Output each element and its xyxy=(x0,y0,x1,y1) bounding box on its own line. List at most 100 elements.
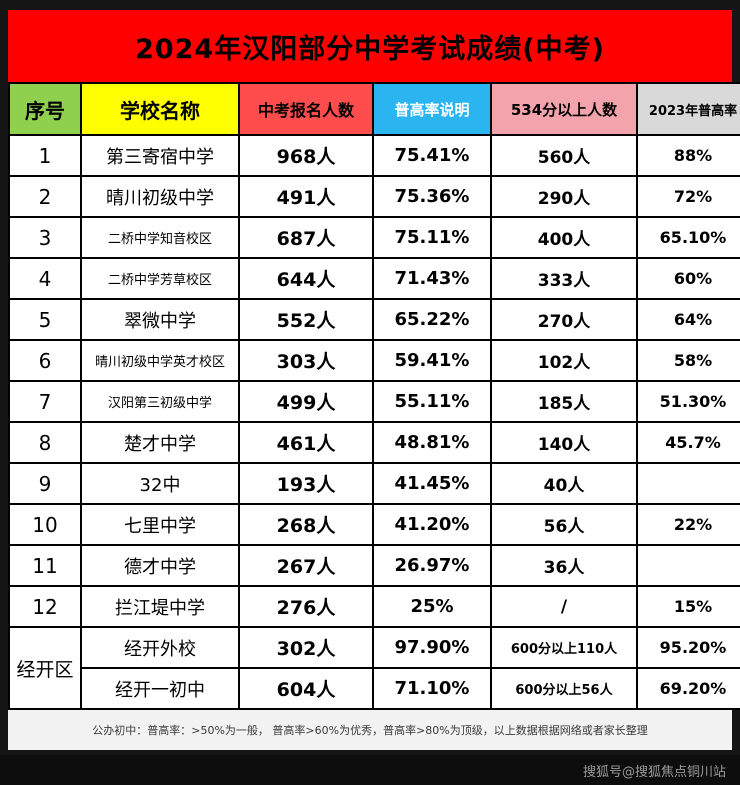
rate2023-cell: 60% xyxy=(636,257,740,300)
rate2023-cell: 15% xyxy=(636,585,740,628)
school-name-cell: 经开一初中 xyxy=(80,667,240,710)
school-name-cell: 楚才中学 xyxy=(80,421,240,464)
table-row: 7 汉阳第三初级中学 499人 55.11% 185人 51.30% xyxy=(8,380,740,423)
table-row: 11 德才中学 267人 26.97% 36人 xyxy=(8,544,740,587)
above534-cell: 600分以上56人 xyxy=(490,667,638,710)
table-row: 5 翠微中学 552人 65.22% 270人 64% xyxy=(8,298,740,341)
applicants-cell: 303人 xyxy=(238,339,374,382)
row-number-cell: 3 xyxy=(8,216,82,259)
table-row: 2 晴川初级中学 491人 75.36% 290人 72% xyxy=(8,175,740,218)
applicants-cell: 193人 xyxy=(238,462,374,505)
above534-cell: / xyxy=(490,585,638,628)
row-number-cell: 4 xyxy=(8,257,82,300)
applicants-cell: 499人 xyxy=(238,380,374,423)
rate-cell: 75.11% xyxy=(372,216,492,259)
rate2023-cell: 65.10% xyxy=(636,216,740,259)
table-row: 9 32中 193人 41.45% 40人 xyxy=(8,462,740,505)
group-label-cell: 经开区 xyxy=(8,626,82,710)
applicants-cell: 461人 xyxy=(238,421,374,464)
table-row: 12 拦江堤中学 276人 25% / 15% xyxy=(8,585,740,628)
rate-cell: 75.41% xyxy=(372,134,492,177)
table-row: 8 楚才中学 461人 48.81% 140人 45.7% xyxy=(8,421,740,464)
header-cell-rate: 普高率说明 xyxy=(372,82,492,136)
rate2023-cell: 69.20% xyxy=(636,667,740,710)
applicants-cell: 552人 xyxy=(238,298,374,341)
row-number-cell: 2 xyxy=(8,175,82,218)
applicants-cell: 644人 xyxy=(238,257,374,300)
rate2023-cell xyxy=(636,462,740,505)
bottom-bar: 搜狐号@搜狐焦点铜川站 xyxy=(0,755,740,785)
school-name-cell: 晴川初级中学英才校区 xyxy=(80,339,240,382)
above534-cell: 40人 xyxy=(490,462,638,505)
above534-cell: 560人 xyxy=(490,134,638,177)
school-name-cell: 32中 xyxy=(80,462,240,505)
table-row: 经开区 经开外校 302人 97.90% 600分以上110人 95.20% xyxy=(8,626,740,710)
row-number-cell: 12 xyxy=(8,585,82,628)
rate2023-cell: 88% xyxy=(636,134,740,177)
header-cell-no: 序号 xyxy=(8,82,82,136)
applicants-cell: 687人 xyxy=(238,216,374,259)
above534-cell: 36人 xyxy=(490,544,638,587)
table-row: 1 第三寄宿中学 968人 75.41% 560人 88% xyxy=(8,134,740,177)
title-banner: 2024年汉阳部分中学考试成绩(中考) xyxy=(8,10,732,82)
school-name-cell: 经开外校 xyxy=(80,626,240,669)
rate-cell: 75.36% xyxy=(372,175,492,218)
school-name-cell: 二桥中学知音校区 xyxy=(80,216,240,259)
table-row: 经开一初中 604人 71.10% 600分以上56人 69.20% xyxy=(9,667,740,710)
school-name-cell: 第三寄宿中学 xyxy=(80,134,240,177)
table-row: 10 七里中学 268人 41.20% 56人 22% xyxy=(8,503,740,546)
results-table: 序号 学校名称 中考报名人数 普高率说明 534分以上人数 2023年普高率 1… xyxy=(8,82,740,710)
header-cell-school: 学校名称 xyxy=(80,82,240,136)
school-name-cell: 翠微中学 xyxy=(80,298,240,341)
row-number-cell: 11 xyxy=(8,544,82,587)
row-number-cell: 6 xyxy=(8,339,82,382)
rate-cell: 65.22% xyxy=(372,298,492,341)
rate2023-cell: 95.20% xyxy=(636,626,740,669)
above534-cell: 600分以上110人 xyxy=(490,626,638,669)
above534-cell: 140人 xyxy=(490,421,638,464)
applicants-cell: 968人 xyxy=(238,134,374,177)
rate-cell: 41.20% xyxy=(372,503,492,546)
above534-cell: 400人 xyxy=(490,216,638,259)
rate2023-cell xyxy=(636,544,740,587)
school-name-cell: 二桥中学芳草校区 xyxy=(80,257,240,300)
applicants-cell: 302人 xyxy=(238,626,374,669)
row-number-cell: 10 xyxy=(8,503,82,546)
footer-note-band: 公办初中：普高率：>50%为一般， 普高率>60%为优秀，普高率>80%为顶级，… xyxy=(8,710,732,750)
rate-cell: 25% xyxy=(372,585,492,628)
rate2023-cell: 51.30% xyxy=(636,380,740,423)
school-name-cell: 德才中学 xyxy=(80,544,240,587)
applicants-cell: 276人 xyxy=(238,585,374,628)
table-row: 3 二桥中学知音校区 687人 75.11% 400人 65.10% xyxy=(8,216,740,259)
rate-cell: 26.97% xyxy=(372,544,492,587)
rate2023-cell: 45.7% xyxy=(636,421,740,464)
row-number-cell: 5 xyxy=(8,298,82,341)
row-number-cell: 7 xyxy=(8,380,82,423)
table-row: 6 晴川初级中学英才校区 303人 59.41% 102人 58% xyxy=(8,339,740,382)
rate2023-cell: 72% xyxy=(636,175,740,218)
rate-cell: 71.10% xyxy=(372,667,492,710)
applicants-cell: 491人 xyxy=(238,175,374,218)
above534-cell: 270人 xyxy=(490,298,638,341)
rate2023-cell: 58% xyxy=(636,339,740,382)
rate-cell: 48.81% xyxy=(372,421,492,464)
header-cell-above534: 534分以上人数 xyxy=(490,82,638,136)
school-name-cell: 拦江堤中学 xyxy=(80,585,240,628)
rate2023-cell: 64% xyxy=(636,298,740,341)
above534-cell: 56人 xyxy=(490,503,638,546)
header-cell-rate2023: 2023年普高率 xyxy=(636,82,740,136)
applicants-cell: 268人 xyxy=(238,503,374,546)
table-row: 4 二桥中学芳草校区 644人 71.43% 333人 60% xyxy=(8,257,740,300)
school-name-cell: 汉阳第三初级中学 xyxy=(80,380,240,423)
above534-cell: 333人 xyxy=(490,257,638,300)
applicants-cell: 604人 xyxy=(238,667,374,710)
footer-note: 公办初中：普高率：>50%为一般， 普高率>60%为优秀，普高率>80%为顶级，… xyxy=(92,724,648,737)
rate2023-cell: 22% xyxy=(636,503,740,546)
rate-cell: 41.45% xyxy=(372,462,492,505)
rate-cell: 71.43% xyxy=(372,257,492,300)
row-number-cell: 1 xyxy=(8,134,82,177)
rate-cell: 59.41% xyxy=(372,339,492,382)
rate-cell: 55.11% xyxy=(372,380,492,423)
page-title: 2024年汉阳部分中学考试成绩(中考) xyxy=(135,33,605,65)
above534-cell: 290人 xyxy=(490,175,638,218)
